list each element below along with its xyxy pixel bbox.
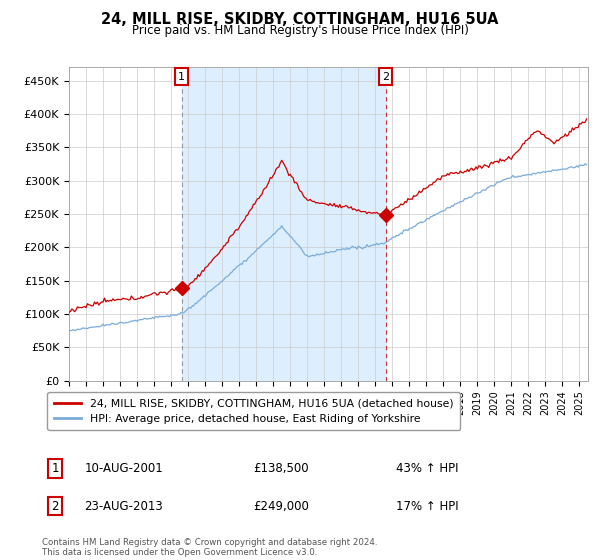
Bar [182, 67, 386, 381]
Text: 2: 2 [382, 72, 389, 82]
Text: 24, MILL RISE, SKIDBY, COTTINGHAM, HU16 5UA: 24, MILL RISE, SKIDBY, COTTINGHAM, HU16 … [101, 12, 499, 27]
Text: £249,000: £249,000 [253, 500, 309, 512]
Text: 23-AUG-2013: 23-AUG-2013 [84, 500, 163, 512]
Text: 10-AUG-2001: 10-AUG-2001 [84, 462, 163, 475]
Text: 43% ↑ HPI: 43% ↑ HPI [396, 462, 458, 475]
Text: Price paid vs. HM Land Registry's House Price Index (HPI): Price paid vs. HM Land Registry's House … [131, 24, 469, 36]
Text: 17% ↑ HPI: 17% ↑ HPI [396, 500, 458, 512]
Text: Contains HM Land Registry data © Crown copyright and database right 2024.
This d: Contains HM Land Registry data © Crown c… [42, 538, 377, 557]
Text: £138,500: £138,500 [253, 462, 309, 475]
Legend: 24, MILL RISE, SKIDBY, COTTINGHAM, HU16 5UA (detached house), HPI: Average price: 24, MILL RISE, SKIDBY, COTTINGHAM, HU16 … [47, 392, 460, 430]
Text: 1: 1 [52, 462, 59, 475]
Text: 1: 1 [178, 72, 185, 82]
Text: 2: 2 [52, 500, 59, 512]
